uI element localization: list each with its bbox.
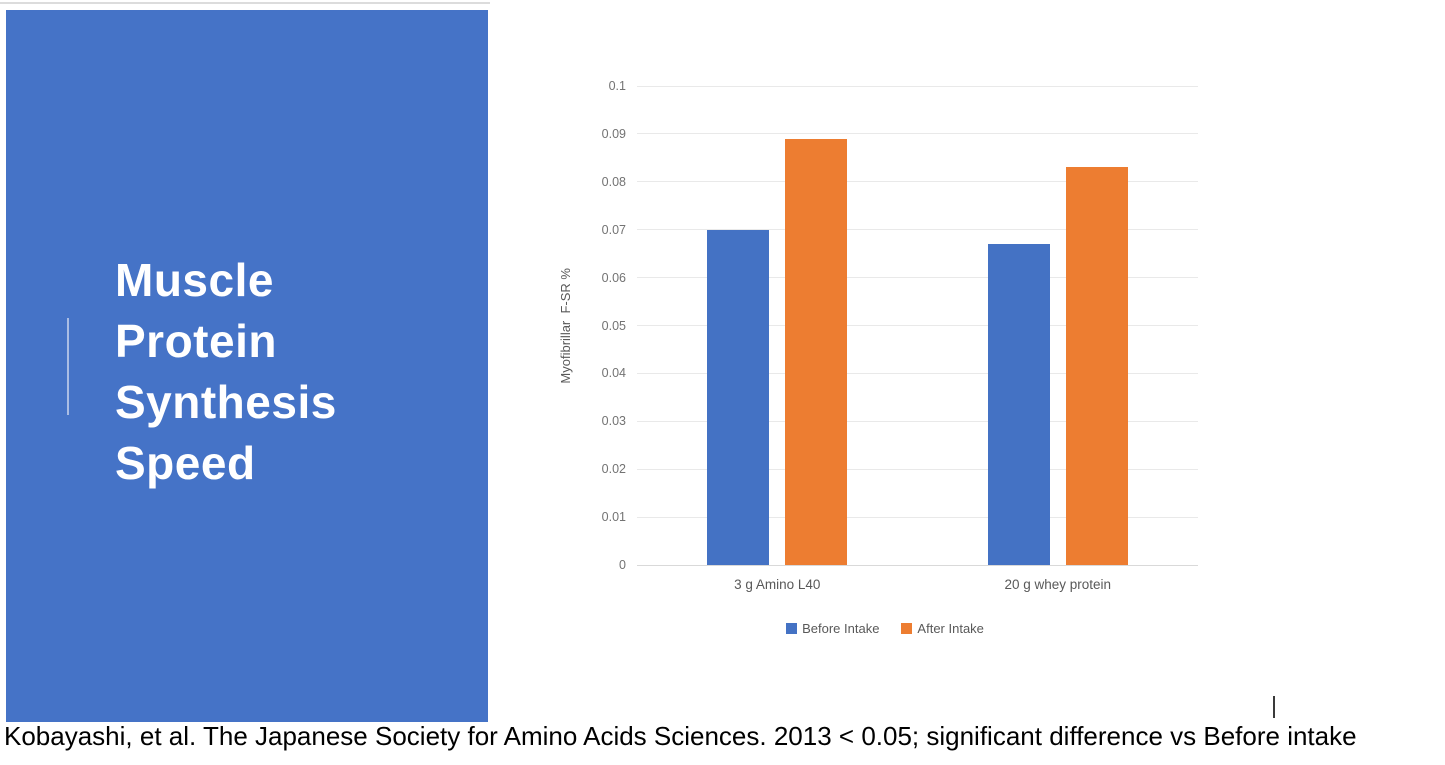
chart-legend: Before Intake After Intake xyxy=(560,621,1210,636)
y-tick-label: 0.02 xyxy=(601,462,626,477)
citation-text: Kobayashi, et al. The Japanese Society f… xyxy=(4,721,1357,751)
legend-item: After Intake xyxy=(901,621,984,636)
bar-after-intake-2 xyxy=(1065,167,1128,565)
slide-title-line: Speed xyxy=(115,437,256,489)
gridline xyxy=(637,372,1198,374)
slide-title-line: Protein xyxy=(115,315,277,367)
y-axis-title: Myofibrillar F-SR % xyxy=(557,267,573,384)
gridline xyxy=(637,325,1198,326)
y-tick-label: 0.08 xyxy=(601,174,626,189)
frame-top-border xyxy=(0,2,490,4)
y-tick-label: 0.05 xyxy=(601,318,626,333)
y-tick-label: 0.1 xyxy=(608,79,626,93)
bar-after-intake-1 xyxy=(785,138,848,565)
gridline xyxy=(637,420,1198,422)
legend-swatch xyxy=(786,623,798,634)
gridline xyxy=(637,277,1198,279)
x-axis-line xyxy=(637,564,1198,566)
y-tick-label: 0.09 xyxy=(601,126,626,141)
text-cursor xyxy=(1273,696,1275,718)
gridline xyxy=(637,85,1198,87)
gridline xyxy=(637,181,1198,183)
y-tick-label: 0.07 xyxy=(601,222,626,237)
gridline xyxy=(637,229,1198,231)
bar-before-intake-1 xyxy=(707,229,770,565)
plot-area: 0 0.01 0.02 0.03 0.04 0.05 0.06 0.07 0.08 0.09 0.1… xyxy=(602,79,1198,592)
legend-label: After Intake xyxy=(917,621,984,636)
gridline xyxy=(637,468,1198,470)
y-tick-label: 0.01 xyxy=(601,510,626,525)
slide-title-line: Muscle xyxy=(115,254,274,306)
y-tick-label: 0 xyxy=(619,558,626,572)
legend-item: Before Intake xyxy=(786,621,879,636)
x-category-label: 20 g whey protein xyxy=(1004,577,1112,592)
y-axis-title-wrap: Myofibrillar F-SR % xyxy=(556,86,574,565)
bar-before-intake-2 xyxy=(987,244,1050,565)
slide-title-line: Synthesis xyxy=(115,376,337,428)
y-tick-label: 0.04 xyxy=(601,366,626,381)
gridline xyxy=(637,133,1198,135)
y-tick-label: 0.06 xyxy=(601,270,626,285)
title-panel: Muscle Protein Synthesis Speed xyxy=(6,10,488,722)
gridline xyxy=(637,516,1198,518)
slide-title: Muscle Protein Synthesis Speed xyxy=(115,250,337,494)
legend-swatch xyxy=(901,623,913,634)
legend-label: Before Intake xyxy=(802,621,880,636)
y-tick-label: 0.03 xyxy=(601,414,626,429)
x-category-label: 3 g Amino L40 xyxy=(734,577,821,592)
title-accent-line xyxy=(67,318,69,415)
